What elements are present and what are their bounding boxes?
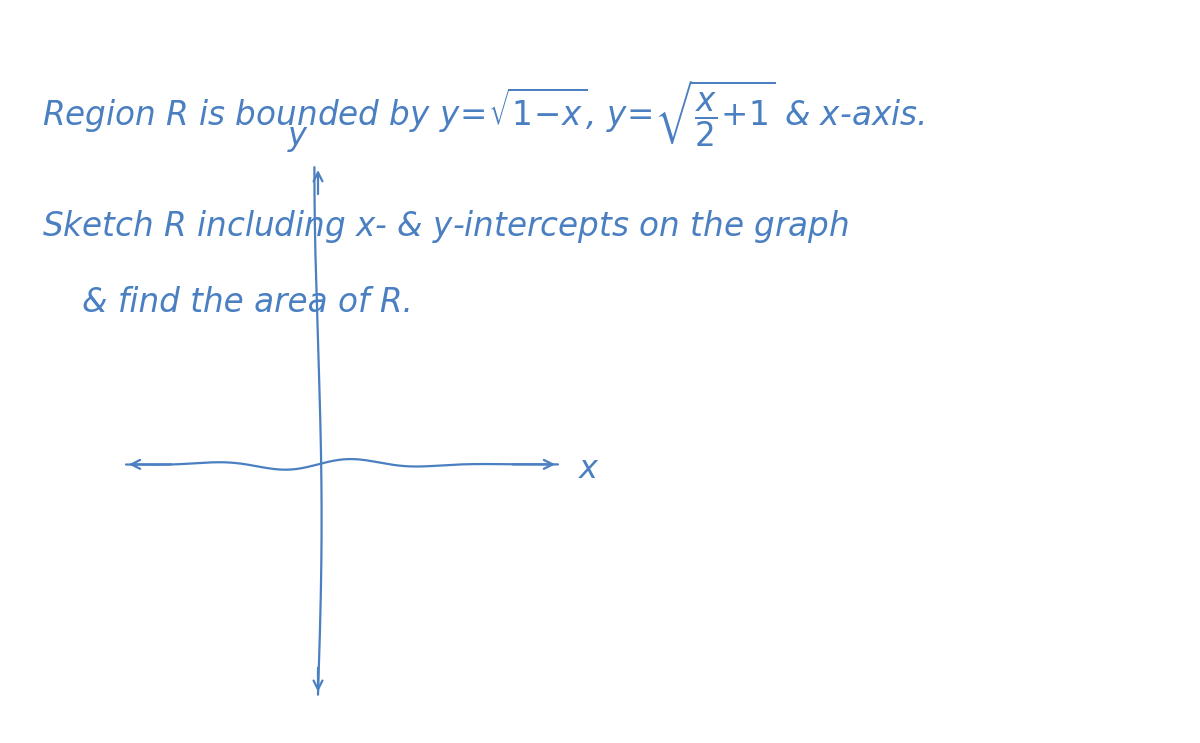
Text: $y$: $y$: [287, 123, 308, 154]
Text: $x$: $x$: [578, 454, 600, 485]
Text: Region R is bounded by $y\!=\!\sqrt{1\!-\!x}$, $y\!=\!\sqrt{\dfrac{x}{2}\!+\!1}$: Region R is bounded by $y\!=\!\sqrt{1\!-…: [42, 78, 924, 149]
Text: & find the area of R.: & find the area of R.: [82, 286, 413, 319]
Text: Sketch R including $x$- & $y$-intercepts on the graph: Sketch R including $x$- & $y$-intercepts…: [42, 208, 848, 245]
